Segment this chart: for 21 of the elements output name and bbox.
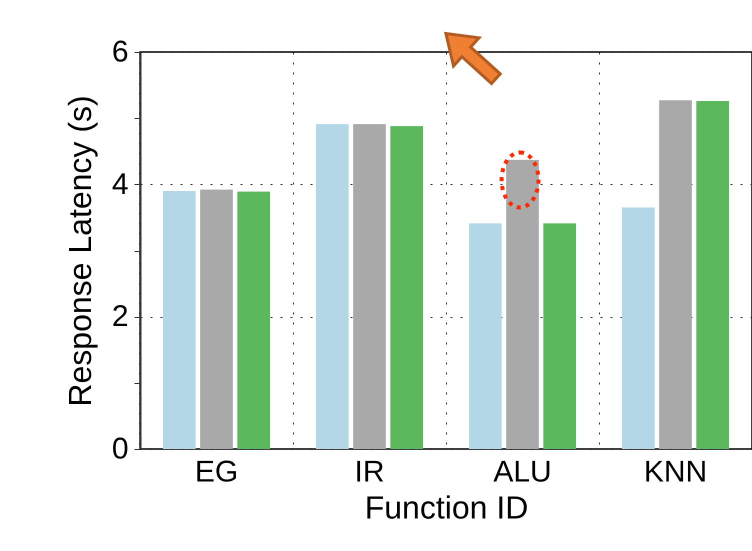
bar xyxy=(316,124,349,449)
x-tick-label: EG xyxy=(194,456,238,488)
bar xyxy=(200,190,233,449)
y-axis-title: Response Latency (s) xyxy=(62,95,98,407)
bar xyxy=(543,223,576,449)
bar xyxy=(390,126,424,449)
bar xyxy=(696,100,730,449)
bar xyxy=(353,124,386,449)
y-tick-label: 0 xyxy=(112,432,128,466)
x-tick-label: KNN xyxy=(644,456,708,488)
bar xyxy=(162,190,196,449)
bar xyxy=(659,100,692,449)
y-tick-label: 6 xyxy=(112,36,128,68)
bar xyxy=(237,192,270,449)
bar xyxy=(468,223,502,449)
bar xyxy=(622,207,655,449)
y-tick-label: 4 xyxy=(112,168,128,201)
x-axis-title: Function ID xyxy=(364,490,528,526)
x-tick-label: ALU xyxy=(493,456,552,488)
x-tick-label: IR xyxy=(354,456,384,488)
y-tick-label: 2 xyxy=(112,300,128,334)
